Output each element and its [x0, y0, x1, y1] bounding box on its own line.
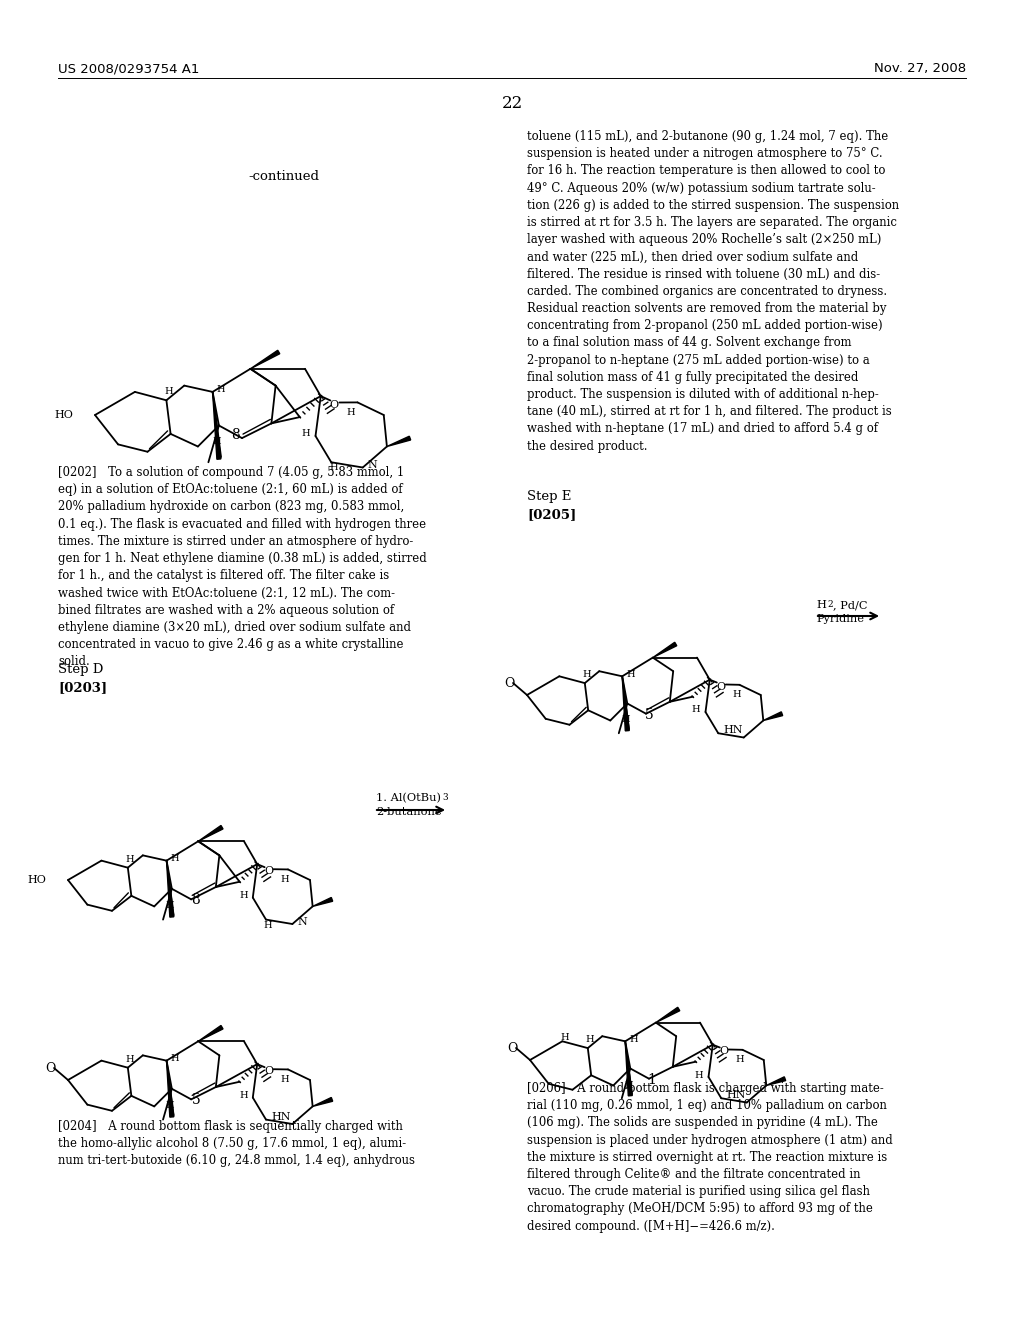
- Text: O: O: [45, 1063, 55, 1074]
- Text: O: O: [507, 1041, 517, 1055]
- Text: H: H: [164, 387, 173, 396]
- Text: H: H: [126, 854, 134, 863]
- Polygon shape: [653, 643, 677, 657]
- Text: H: H: [166, 900, 174, 909]
- Polygon shape: [387, 436, 411, 446]
- Text: 3: 3: [442, 793, 447, 803]
- Text: H: H: [816, 601, 826, 610]
- Text: N: N: [368, 461, 378, 470]
- Text: 8: 8: [191, 894, 201, 907]
- Polygon shape: [766, 1077, 785, 1085]
- Text: H: H: [346, 408, 354, 417]
- Polygon shape: [312, 898, 333, 907]
- Polygon shape: [623, 676, 630, 731]
- Text: , Pd/C: , Pd/C: [833, 601, 867, 610]
- Text: O: O: [330, 400, 339, 409]
- Text: 8: 8: [230, 428, 240, 442]
- Text: O: O: [719, 1047, 728, 1056]
- Text: H: H: [621, 715, 630, 725]
- Text: N: N: [297, 917, 307, 927]
- Text: H: H: [240, 891, 248, 900]
- Text: HO: HO: [27, 875, 46, 884]
- Polygon shape: [199, 825, 223, 841]
- Text: [0203]: [0203]: [58, 681, 108, 694]
- Text: H: H: [217, 385, 225, 395]
- Text: Pyridine: Pyridine: [816, 614, 864, 624]
- Text: H: H: [126, 1055, 134, 1064]
- Text: H: H: [732, 690, 741, 700]
- Text: H: H: [583, 671, 591, 678]
- Text: toluene (115 mL), and 2-butanone (90 g, 1.24 mol, 7 eq). The
suspension is heate: toluene (115 mL), and 2-butanone (90 g, …: [527, 129, 899, 453]
- Text: [0206] A round-bottom flask is charged with starting mate-
rial (110 mg, 0.26 mm: [0206] A round-bottom flask is charged w…: [527, 1082, 893, 1233]
- Text: Step E: Step E: [527, 490, 571, 503]
- Text: 1. Al(OtBu): 1. Al(OtBu): [376, 793, 441, 804]
- Text: H: H: [281, 875, 289, 883]
- Text: H: H: [166, 1101, 174, 1110]
- Text: HO: HO: [54, 411, 73, 420]
- Text: Step D: Step D: [58, 663, 103, 676]
- Text: Nov. 27, 2008: Nov. 27, 2008: [873, 62, 966, 75]
- Text: HN: HN: [271, 1111, 291, 1122]
- Text: H: H: [240, 1092, 248, 1100]
- Text: H: H: [264, 920, 272, 929]
- Text: 2: 2: [827, 601, 833, 609]
- Text: 2-butanone: 2-butanone: [376, 807, 441, 817]
- Text: H: H: [627, 669, 635, 678]
- Text: H: H: [302, 429, 310, 438]
- Text: H: H: [281, 1074, 289, 1084]
- Text: H: H: [329, 463, 338, 473]
- Text: [0202] To a solution of compound 7 (4.05 g, 5.83 mmol, 1
eq) in a solution of Et: [0202] To a solution of compound 7 (4.05…: [58, 466, 427, 668]
- Text: 5: 5: [191, 1093, 201, 1107]
- Text: 1: 1: [647, 1073, 656, 1086]
- Text: H: H: [629, 1035, 638, 1044]
- Polygon shape: [167, 1061, 174, 1117]
- Polygon shape: [167, 861, 174, 917]
- Polygon shape: [251, 350, 280, 368]
- Text: US 2008/0293754 A1: US 2008/0293754 A1: [58, 62, 200, 75]
- Polygon shape: [655, 1007, 680, 1023]
- Text: H: H: [171, 1055, 179, 1063]
- Polygon shape: [626, 1041, 632, 1096]
- Text: H: H: [695, 1071, 703, 1080]
- Text: H: H: [624, 1081, 633, 1089]
- Text: H: H: [560, 1034, 568, 1043]
- Text: O: O: [716, 681, 725, 692]
- Text: H: H: [586, 1035, 594, 1044]
- Text: [0204] A round bottom flask is sequentially charged with
the homo-allylic alcoho: [0204] A round bottom flask is sequentia…: [58, 1119, 415, 1167]
- Text: H: H: [692, 705, 700, 714]
- Text: [0205]: [0205]: [527, 508, 577, 521]
- Polygon shape: [199, 1026, 223, 1041]
- Text: O: O: [264, 866, 273, 876]
- Text: H: H: [171, 854, 179, 863]
- Polygon shape: [763, 711, 782, 721]
- Text: -continued: -continued: [248, 170, 319, 183]
- Polygon shape: [312, 1097, 333, 1106]
- Text: H: H: [213, 437, 221, 446]
- Text: 5: 5: [645, 708, 653, 722]
- Text: O: O: [504, 677, 514, 690]
- Polygon shape: [213, 392, 221, 459]
- Text: H: H: [735, 1055, 744, 1064]
- Text: O: O: [264, 1067, 273, 1076]
- Text: 22: 22: [502, 95, 522, 112]
- Text: HN: HN: [726, 1090, 745, 1101]
- Text: HN: HN: [723, 725, 742, 735]
